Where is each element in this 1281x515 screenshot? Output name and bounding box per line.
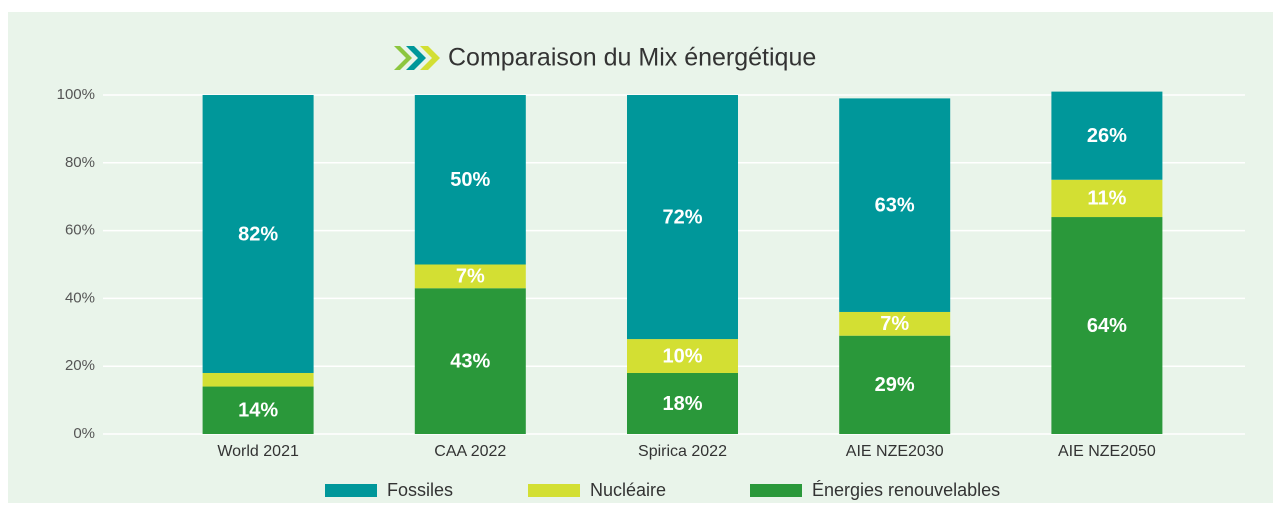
- legend-swatch: [528, 484, 580, 497]
- title-icon: [394, 46, 440, 70]
- bar-segment: [839, 335, 951, 434]
- y-tick-label: 100%: [57, 86, 95, 103]
- data-label: 10%: [662, 345, 702, 367]
- legend-label: Fossiles: [387, 480, 453, 500]
- data-label: 7%: [456, 266, 485, 288]
- data-label: 50%: [450, 169, 490, 191]
- x-tick-label: AIE NZE2030: [846, 443, 944, 460]
- bar-segment: [414, 264, 526, 289]
- bar-segment: [1051, 179, 1163, 218]
- bar-segment: [202, 95, 314, 373]
- data-label: 63%: [875, 194, 915, 216]
- y-tick-label: 80%: [65, 154, 95, 171]
- bar-segment: [627, 95, 738, 340]
- x-tick-label: World 2021: [217, 443, 299, 460]
- legend-swatch: [750, 484, 802, 497]
- bar-segment: [414, 95, 526, 265]
- y-tick-label: 60%: [65, 222, 95, 239]
- data-label: 11%: [1087, 188, 1126, 210]
- data-label: 14%: [238, 400, 278, 422]
- data-label: 43%: [450, 350, 490, 372]
- data-label: 26%: [1087, 125, 1127, 147]
- data-label: 64%: [1087, 315, 1127, 337]
- bar-segment: [202, 386, 314, 434]
- bar-segment: [202, 372, 314, 387]
- data-label: 29%: [875, 374, 915, 396]
- data-label: 7%: [880, 313, 909, 335]
- bar-segment: [1051, 91, 1163, 180]
- x-tick-label: AIE NZE2050: [1058, 443, 1156, 460]
- data-label: 18%: [662, 393, 702, 415]
- y-tick-label: 20%: [65, 357, 95, 374]
- chart-title: Comparaison du Mix énergétique: [448, 44, 816, 72]
- x-tick-label: Spirica 2022: [638, 443, 727, 460]
- bar-segment: [414, 288, 526, 434]
- x-tick-label: CAA 2022: [434, 443, 506, 460]
- bar-segment: [627, 372, 738, 434]
- legend-label: Nucléaire: [590, 480, 666, 500]
- y-tick-label: 40%: [65, 289, 95, 306]
- bar-segment: [839, 98, 951, 312]
- legend-swatch: [325, 484, 377, 497]
- data-label: 72%: [662, 206, 702, 228]
- y-tick-label: 0%: [73, 425, 95, 442]
- legend-label: Énergies renouvelables: [812, 480, 1000, 500]
- bar-segment: [627, 339, 738, 373]
- bar-segment: [839, 311, 951, 336]
- bar-segment: [1051, 217, 1163, 434]
- data-label: 82%: [238, 223, 278, 245]
